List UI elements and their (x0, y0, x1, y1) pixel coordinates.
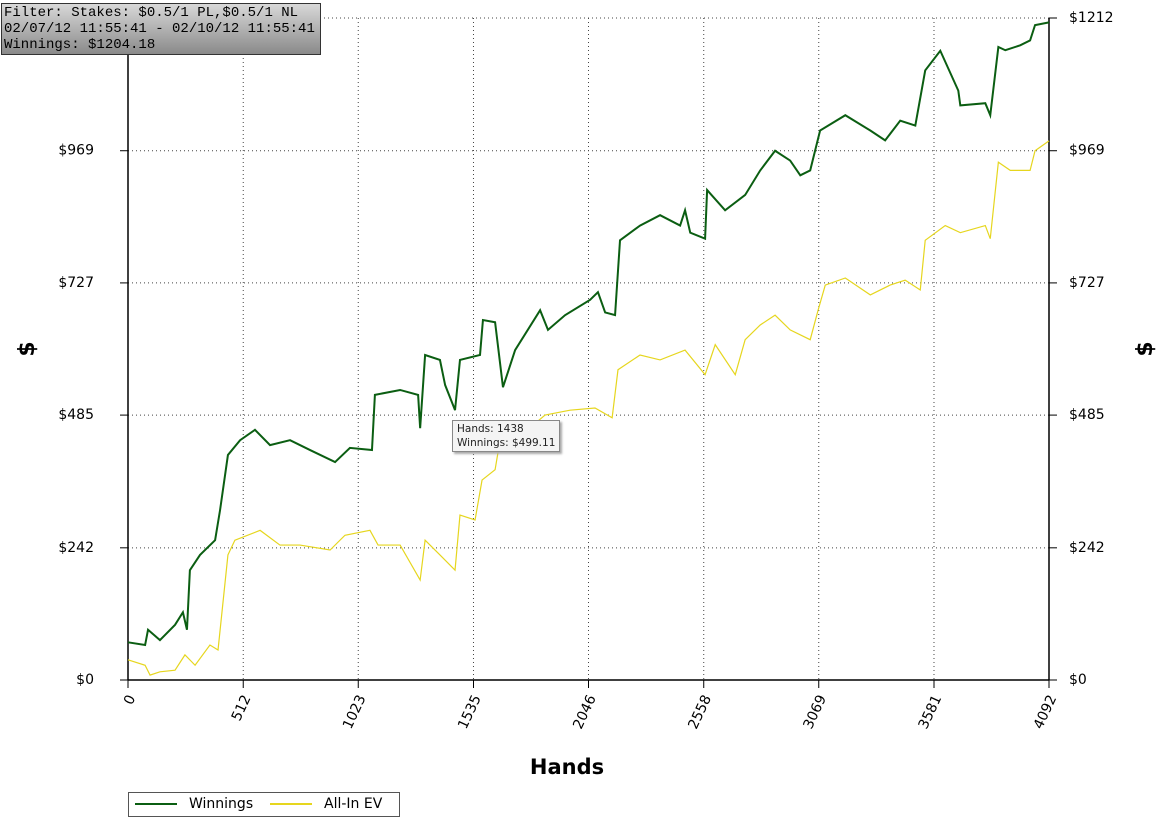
y-tick-label: $0 (76, 672, 94, 688)
x-tick-label: 3069 (800, 693, 830, 732)
y2-tick-label: $242 (1069, 540, 1105, 556)
x-tick-label: 1535 (455, 693, 485, 732)
info-box: Filter: Stakes: $0.5/1 PL,$0.5/1 NL 02/07… (1, 3, 321, 55)
y2-tick-label: $0 (1069, 672, 1087, 688)
x-tick-label: 2046 (570, 693, 600, 732)
legend-label: All-In EV (324, 796, 383, 812)
legend-label: Winnings (189, 796, 254, 812)
x-tick-label: 3581 (916, 693, 946, 732)
info-line: 02/07/12 11:55:41 - 02/10/12 11:55:41 (4, 21, 315, 37)
tooltip-line: Winnings: $499.11 (457, 437, 556, 449)
y2-tick-label: $1212 (1069, 10, 1114, 26)
x-tick-label: 1023 (340, 693, 370, 732)
x-axis-label: Hands (530, 755, 604, 779)
tooltip: Hands: 1438 Winnings: $499.11 (452, 420, 561, 452)
legend-item: Winnings (129, 796, 253, 812)
legend: Winnings All-In EV (128, 792, 400, 817)
x-tick-label: 512 (229, 693, 255, 724)
series-line (127, 21, 1050, 647)
info-line: Winnings: $1204.18 (4, 37, 156, 53)
y-axis-label: $ (15, 341, 40, 356)
y2-tick-label: $485 (1069, 407, 1105, 423)
x-tick-label: 4092 (1031, 693, 1061, 732)
legend-swatch (135, 803, 177, 805)
tooltip-line: Hands: 1438 (457, 423, 524, 435)
y-tick-label: $727 (58, 275, 94, 291)
series-line (127, 140, 1050, 676)
legend-swatch (270, 803, 312, 805)
legend-item: All-In EV (264, 796, 382, 812)
info-line: Filter: Stakes: $0.5/1 PL,$0.5/1 NL (4, 5, 299, 21)
y-tick-label: $969 (58, 143, 94, 159)
x-tick-label: 2558 (685, 693, 715, 732)
x-tick-label: 0 (121, 693, 139, 708)
y2-tick-label: $969 (1069, 143, 1105, 159)
y2-tick-label: $727 (1069, 275, 1105, 291)
y-tick-label: $485 (58, 407, 94, 423)
y2-axis-label: $ (1133, 341, 1158, 356)
y-tick-label: $242 (58, 540, 94, 556)
